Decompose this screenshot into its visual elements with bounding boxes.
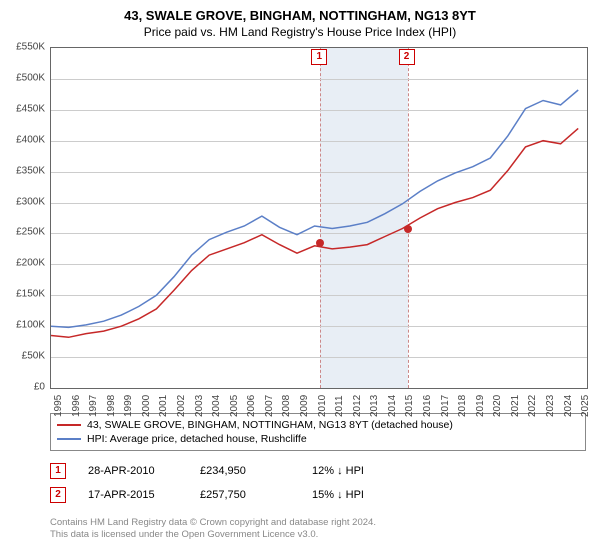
plot-region	[50, 47, 588, 389]
y-tick-label: £300K	[0, 196, 45, 207]
legend: 43, SWALE GROVE, BINGHAM, NOTTINGHAM, NG…	[50, 413, 586, 451]
transaction-dot	[404, 225, 412, 233]
transaction-date: 28-APR-2010	[88, 465, 178, 477]
legend-label: HPI: Average price, detached house, Rush…	[87, 433, 307, 445]
legend-label: 43, SWALE GROVE, BINGHAM, NOTTINGHAM, NG…	[87, 419, 453, 431]
transaction-row-marker: 1	[50, 463, 66, 479]
chart-container: 43, SWALE GROVE, BINGHAM, NOTTINGHAM, NG…	[0, 0, 600, 542]
transactions-table: 1 28-APR-2010 £234,950 12% ↓ HPI 2 17-APR-201…	[50, 459, 586, 507]
transaction-row: 2 17-APR-2015 £257,750 15% ↓ HPI	[50, 483, 586, 507]
y-tick-label: £550K	[0, 42, 45, 53]
chart-title: 43, SWALE GROVE, BINGHAM, NOTTINGHAM, NG…	[0, 8, 600, 23]
x-tick-label: 2025	[580, 395, 600, 417]
y-tick-label: £0	[0, 382, 45, 393]
y-tick-label: £100K	[0, 320, 45, 331]
legend-swatch	[57, 438, 81, 440]
transaction-delta: 12% ↓ HPI	[312, 465, 402, 477]
y-tick-label: £150K	[0, 289, 45, 300]
y-tick-label: £50K	[0, 351, 45, 362]
title-block: 43, SWALE GROVE, BINGHAM, NOTTINGHAM, NG…	[0, 0, 600, 41]
legend-item: HPI: Average price, detached house, Rush…	[57, 432, 579, 446]
y-tick-label: £500K	[0, 72, 45, 83]
transaction-row-marker: 2	[50, 487, 66, 503]
series-hpi	[51, 90, 578, 327]
transaction-date: 17-APR-2015	[88, 489, 178, 501]
y-tick-label: £350K	[0, 165, 45, 176]
y-tick-label: £200K	[0, 258, 45, 269]
transaction-dot	[316, 239, 324, 247]
transaction-row: 1 28-APR-2010 £234,950 12% ↓ HPI	[50, 459, 586, 483]
transaction-delta: 15% ↓ HPI	[312, 489, 402, 501]
legend-item: 43, SWALE GROVE, BINGHAM, NOTTINGHAM, NG…	[57, 418, 579, 432]
legend-swatch	[57, 424, 81, 426]
chart-subtitle: Price paid vs. HM Land Registry's House …	[0, 25, 600, 39]
y-tick-label: £400K	[0, 134, 45, 145]
transaction-price: £234,950	[200, 465, 290, 477]
footer-line-1: Contains HM Land Registry data © Crown c…	[50, 517, 586, 529]
transaction-marker: 2	[399, 49, 415, 65]
footer: Contains HM Land Registry data © Crown c…	[50, 517, 586, 542]
footer-line-2: This data is licensed under the Open Gov…	[50, 529, 586, 541]
line-layer	[51, 48, 587, 388]
y-tick-label: £450K	[0, 103, 45, 114]
chart-area: £0£50K£100K£150K£200K£250K£300K£350K£400…	[50, 47, 586, 407]
y-tick-label: £250K	[0, 227, 45, 238]
transaction-price: £257,750	[200, 489, 290, 501]
series-property	[51, 128, 578, 337]
transaction-marker: 1	[311, 49, 327, 65]
